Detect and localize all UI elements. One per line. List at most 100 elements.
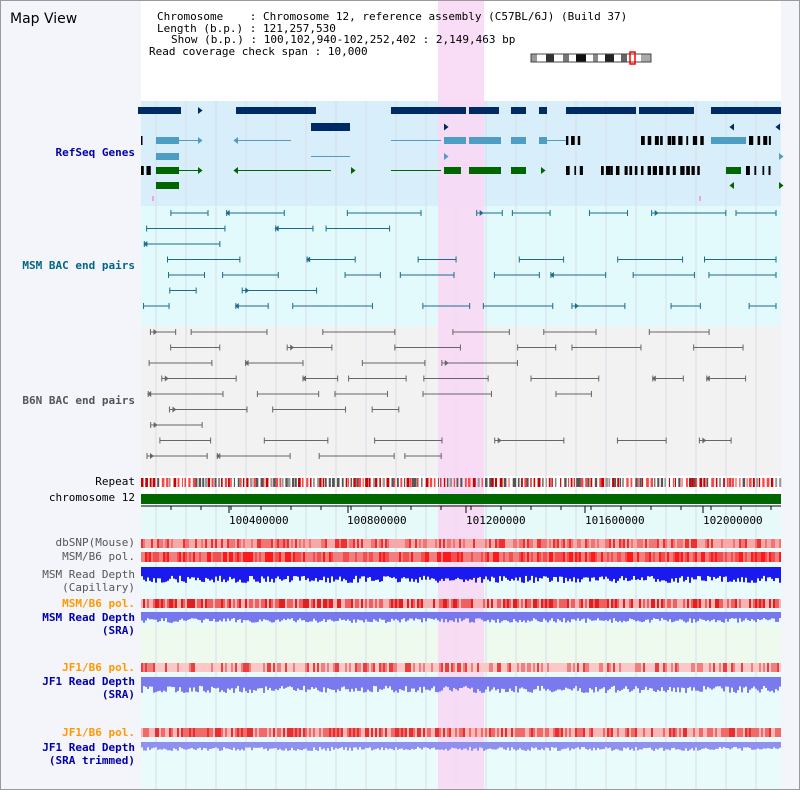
msm-b6-pol-heat bbox=[319, 552, 321, 562]
jf1-depth-trimmed bbox=[567, 742, 569, 748]
msm-b6-pol-2-heat bbox=[373, 599, 375, 608]
track-label-jf1-depth-trim[interactable]: JF1 Read Depth bbox=[42, 741, 135, 754]
msm-depth-capillary bbox=[225, 567, 227, 583]
msm-depth-sra bbox=[261, 612, 263, 622]
msm-depth-capillary bbox=[481, 567, 483, 583]
msm-b6-pol-heat bbox=[581, 552, 583, 562]
dbsnp-heat bbox=[745, 539, 747, 548]
track-label-b6n-bac[interactable]: B6N BAC end pairs bbox=[22, 394, 135, 407]
dbsnp-heat bbox=[217, 539, 219, 548]
jf1-b6-pol-heat bbox=[555, 663, 557, 672]
jf1-b6-pol-heat bbox=[169, 663, 171, 672]
jf1-b6-pol-2-heat bbox=[279, 728, 281, 737]
msm-b6-pol-heat bbox=[527, 552, 529, 562]
jf1-b6-pol-heat bbox=[627, 663, 629, 672]
msm-depth-capillary bbox=[687, 567, 689, 577]
jf1-b6-pol-heat bbox=[189, 663, 191, 672]
jf1-depth-sra bbox=[245, 677, 247, 692]
msm-b6-pol-heat bbox=[583, 552, 585, 562]
track-label-jf1-b6-pol-2[interactable]: JF1/B6 pol. bbox=[62, 726, 135, 739]
track-label-dbsnp[interactable]: dbSNP(Mouse) bbox=[55, 536, 135, 549]
msm-depth-sra bbox=[219, 612, 221, 621]
repeat-mark bbox=[464, 478, 467, 487]
jf1-depth-trimmed bbox=[775, 742, 777, 749]
track-label-refseq[interactable]: RefSeq Genes bbox=[55, 146, 135, 159]
jf1-depth-sra bbox=[735, 677, 737, 693]
jf1-b6-pol-2-heat bbox=[507, 728, 509, 737]
msm-b6-pol-2-heat bbox=[257, 599, 259, 608]
info-chromosome-value: Chromosome 12, reference assembly (C57BL… bbox=[262, 10, 628, 23]
dbsnp-heat bbox=[543, 539, 545, 548]
jf1-b6-pol-2-heat bbox=[585, 728, 587, 737]
track-label-msm-b6-pol-2[interactable]: MSM/B6 pol. bbox=[62, 597, 135, 610]
jf1-depth-trimmed bbox=[595, 742, 597, 751]
msm-bac-arrow bbox=[306, 256, 311, 263]
msm-depth-capillary bbox=[743, 567, 745, 583]
track-label-msm-depth-sra[interactable]: MSM Read Depth bbox=[42, 611, 135, 624]
msm-b6-pol-2-heat bbox=[669, 599, 671, 608]
dbsnp-heat bbox=[337, 539, 339, 548]
jf1-b6-pol-heat bbox=[657, 663, 659, 672]
msm-depth-sra bbox=[397, 612, 399, 621]
msm-depth-capillary bbox=[317, 567, 319, 582]
gene-exon-tick bbox=[610, 166, 613, 175]
repeat-mark bbox=[324, 478, 327, 487]
b6n-bac-arrow bbox=[216, 453, 221, 459]
msm-b6-pol-heat bbox=[579, 552, 581, 562]
msm-depth-capillary bbox=[645, 567, 647, 580]
msm-b6-pol-2-heat bbox=[287, 599, 289, 608]
ideogram-band bbox=[641, 54, 651, 62]
msm-depth-sra bbox=[647, 612, 649, 620]
dbsnp-heat bbox=[571, 539, 573, 548]
jf1-depth-sra bbox=[205, 677, 207, 693]
repeat-mark bbox=[404, 478, 406, 487]
jf1-b6-pol-heat bbox=[423, 663, 425, 672]
jf1-b6-pol-2-heat bbox=[629, 728, 631, 737]
msm-b6-pol-2-heat bbox=[773, 599, 775, 608]
track-label-msm-b6-pol[interactable]: MSM/B6 pol. bbox=[62, 550, 135, 563]
jf1-b6-pol-2-heat bbox=[745, 728, 747, 737]
msm-depth-sra bbox=[359, 612, 361, 621]
dbsnp-heat bbox=[353, 539, 355, 548]
jf1-b6-pol-2-heat bbox=[643, 728, 645, 737]
jf1-depth-trimmed bbox=[541, 742, 543, 749]
msm-depth-capillary bbox=[307, 567, 309, 579]
jf1-depth-trimmed bbox=[557, 742, 559, 751]
msm-depth-sra bbox=[463, 612, 465, 620]
msm-b6-pol-2-heat bbox=[183, 599, 185, 608]
track-label-jf1-b6-pol[interactable]: JF1/B6 pol. bbox=[62, 661, 135, 674]
msm-b6-pol-heat bbox=[415, 552, 417, 562]
dbsnp-heat bbox=[511, 539, 513, 548]
track-label-msm-depth-cap[interactable]: MSM Read Depth bbox=[42, 568, 135, 581]
msm-b6-pol-2-heat bbox=[745, 599, 747, 608]
jf1-b6-pol-heat bbox=[729, 663, 731, 672]
dbsnp-heat bbox=[397, 539, 399, 548]
msm-depth-capillary bbox=[321, 567, 323, 581]
msm-b6-pol-heat bbox=[327, 552, 329, 562]
track-label-msm-bac[interactable]: MSM BAC end pairs bbox=[22, 259, 135, 272]
msm-depth-sra bbox=[411, 612, 413, 619]
jf1-b6-pol-2-heat bbox=[551, 728, 553, 737]
track-label-chromosome[interactable]: chromosome 12 bbox=[48, 491, 135, 504]
jf1-b6-pol-heat bbox=[347, 663, 349, 672]
jf1-depth-sra bbox=[569, 677, 571, 690]
jf1-b6-pol-heat bbox=[675, 663, 677, 672]
jf1-b6-pol-heat bbox=[205, 663, 207, 672]
jf1-b6-pol-2-heat bbox=[275, 728, 277, 737]
gene-exon bbox=[566, 107, 636, 114]
jf1-depth-sra bbox=[399, 677, 401, 690]
jf1-depth-trimmed bbox=[257, 742, 259, 748]
jf1-depth-sra bbox=[315, 677, 317, 688]
msm-depth-sra bbox=[339, 612, 341, 619]
jf1-b6-pol-heat bbox=[317, 663, 319, 672]
track-label-jf1-depth-sra[interactable]: JF1 Read Depth bbox=[42, 675, 135, 688]
jf1-b6-pol-2-heat bbox=[307, 728, 309, 737]
msm-b6-pol-heat bbox=[353, 552, 355, 562]
jf1-b6-pol-heat bbox=[147, 663, 149, 672]
msm-b6-pol-2-heat bbox=[463, 599, 465, 608]
jf1-b6-pol-heat bbox=[527, 663, 529, 672]
jf1-b6-pol-2-heat bbox=[297, 728, 299, 737]
track-label-repeat[interactable]: Repeat bbox=[95, 475, 135, 488]
repeat-mark bbox=[211, 478, 214, 487]
